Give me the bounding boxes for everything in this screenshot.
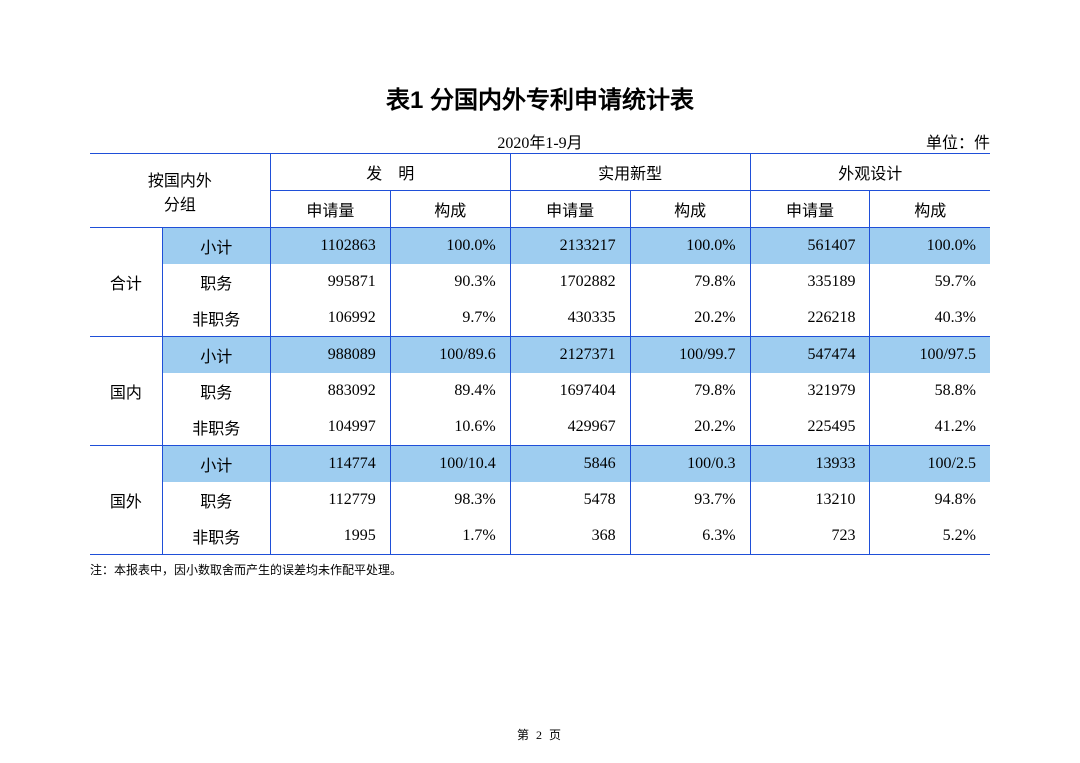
data-cell: 20.2%	[630, 409, 750, 446]
data-cell: 100/2.5	[870, 446, 990, 483]
group-label: 国外	[90, 446, 162, 555]
category-header: 实用新型	[510, 154, 750, 191]
row-label: 非职务	[162, 409, 270, 446]
data-cell: 20.2%	[630, 300, 750, 337]
unit-label: 单位：件	[926, 129, 990, 153]
data-cell: 1102863	[270, 228, 390, 265]
table-row: 非职务10499710.6%42996720.2%22549541.2%	[90, 409, 990, 446]
table-row: 非职务19951.7%3686.3%7235.2%	[90, 518, 990, 555]
data-cell: 368	[510, 518, 630, 555]
subcol-apply: 申请量	[510, 191, 630, 228]
meta-row: 2020年1-9月 单位：件	[90, 129, 990, 151]
data-cell: 13933	[750, 446, 870, 483]
data-cell: 100/89.6	[390, 337, 510, 374]
data-cell: 112779	[270, 482, 390, 518]
category-header: 外观设计	[750, 154, 990, 191]
data-cell: 79.8%	[630, 264, 750, 300]
data-cell: 547474	[750, 337, 870, 374]
data-cell: 9.7%	[390, 300, 510, 337]
data-cell: 100.0%	[870, 228, 990, 265]
data-cell: 79.8%	[630, 373, 750, 409]
data-cell: 1697404	[510, 373, 630, 409]
subcol-compose: 构成	[870, 191, 990, 228]
row-label: 小计	[162, 228, 270, 265]
page-number: 第 2 页	[0, 726, 1080, 743]
data-cell: 5478	[510, 482, 630, 518]
row-label: 小计	[162, 337, 270, 374]
data-cell: 1702882	[510, 264, 630, 300]
data-cell: 5846	[510, 446, 630, 483]
data-cell: 5.2%	[870, 518, 990, 555]
data-cell: 1995	[270, 518, 390, 555]
data-cell: 10.6%	[390, 409, 510, 446]
stats-table: 按国内外分组发 明实用新型外观设计申请量构成申请量构成申请量构成合计小计1102…	[90, 153, 990, 555]
group-header: 按国内外分组	[90, 154, 270, 228]
data-cell: 59.7%	[870, 264, 990, 300]
data-cell: 13210	[750, 482, 870, 518]
row-label: 职务	[162, 373, 270, 409]
data-cell: 723	[750, 518, 870, 555]
group-label: 国内	[90, 337, 162, 446]
table-footnote: 注：本报表中，因小数取舍而产生的误差均未作配平处理。	[90, 561, 990, 578]
table-row: 非职务1069929.7%43033520.2%22621840.3%	[90, 300, 990, 337]
group-label: 合计	[90, 228, 162, 337]
data-cell: 100.0%	[390, 228, 510, 265]
data-cell: 98.3%	[390, 482, 510, 518]
data-cell: 89.4%	[390, 373, 510, 409]
data-cell: 995871	[270, 264, 390, 300]
table-row: 职务88309289.4%169740479.8%32197958.8%	[90, 373, 990, 409]
table-row: 国外小计114774100/10.45846100/0.313933100/2.…	[90, 446, 990, 483]
data-cell: 429967	[510, 409, 630, 446]
data-cell: 41.2%	[870, 409, 990, 446]
data-cell: 335189	[750, 264, 870, 300]
data-cell: 58.8%	[870, 373, 990, 409]
data-cell: 104997	[270, 409, 390, 446]
data-cell: 100.0%	[630, 228, 750, 265]
data-cell: 988089	[270, 337, 390, 374]
data-cell: 225495	[750, 409, 870, 446]
table-row: 职务11277998.3%547893.7%1321094.8%	[90, 482, 990, 518]
table-title: 表1 分国内外专利申请统计表	[90, 80, 990, 115]
data-cell: 1.7%	[390, 518, 510, 555]
data-cell: 100/10.4	[390, 446, 510, 483]
table-row: 合计小计1102863100.0%2133217100.0%561407100.…	[90, 228, 990, 265]
subcol-compose: 构成	[390, 191, 510, 228]
data-cell: 2133217	[510, 228, 630, 265]
data-cell: 94.8%	[870, 482, 990, 518]
row-label: 非职务	[162, 300, 270, 337]
data-cell: 100/0.3	[630, 446, 750, 483]
data-cell: 883092	[270, 373, 390, 409]
data-cell: 430335	[510, 300, 630, 337]
table-row: 职务99587190.3%170288279.8%33518959.7%	[90, 264, 990, 300]
row-label: 职务	[162, 264, 270, 300]
data-cell: 226218	[750, 300, 870, 337]
row-label: 职务	[162, 482, 270, 518]
data-cell: 93.7%	[630, 482, 750, 518]
data-cell: 100/99.7	[630, 337, 750, 374]
subcol-compose: 构成	[630, 191, 750, 228]
row-label: 非职务	[162, 518, 270, 555]
period-label: 2020年1-9月	[90, 129, 990, 153]
data-cell: 40.3%	[870, 300, 990, 337]
category-header: 发 明	[270, 154, 510, 191]
data-cell: 106992	[270, 300, 390, 337]
data-cell: 114774	[270, 446, 390, 483]
data-cell: 561407	[750, 228, 870, 265]
data-cell: 100/97.5	[870, 337, 990, 374]
subcol-apply: 申请量	[750, 191, 870, 228]
data-cell: 90.3%	[390, 264, 510, 300]
data-cell: 321979	[750, 373, 870, 409]
table-row: 国内小计988089100/89.62127371100/99.75474741…	[90, 337, 990, 374]
data-cell: 6.3%	[630, 518, 750, 555]
subcol-apply: 申请量	[270, 191, 390, 228]
row-label: 小计	[162, 446, 270, 483]
data-cell: 2127371	[510, 337, 630, 374]
